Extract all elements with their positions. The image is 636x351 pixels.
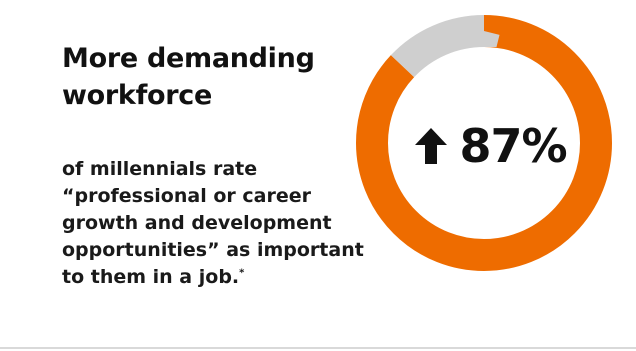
bottom-divider (0, 347, 636, 349)
description-line-5-text: to them in a job. (62, 266, 240, 288)
description-line-2: “professional or career (62, 185, 311, 207)
footnote-marker: * (239, 267, 245, 279)
stat-value: 87% (459, 119, 567, 173)
headline: More demanding workforce (62, 40, 362, 114)
donut-slice-remainder (356, 15, 612, 271)
description-line-1: of millennials rate (62, 158, 258, 180)
description: of millennials rate “professional or car… (62, 156, 392, 291)
description-line-5: to them in a job.* (62, 264, 392, 291)
donut-center: 87% (404, 116, 574, 176)
description-line-4: opportunities” as important (62, 239, 364, 261)
up-arrow-icon (415, 128, 448, 164)
description-line-3: growth and development (62, 212, 332, 234)
headline-line-2: workforce (62, 80, 212, 111)
headline-line-1: More demanding (62, 43, 315, 74)
